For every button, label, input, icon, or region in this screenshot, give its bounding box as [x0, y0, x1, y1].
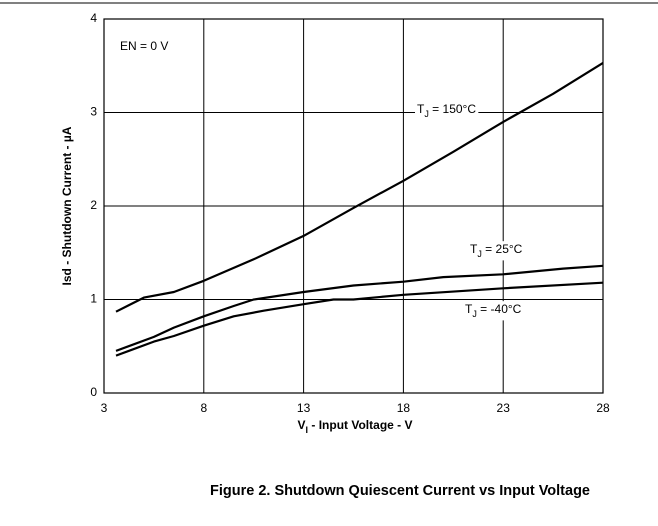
y-tick-label: 1	[90, 292, 97, 306]
y-tick-label: 2	[90, 198, 97, 212]
x-tick-label: 8	[200, 401, 207, 415]
y-tick-label: 4	[90, 11, 97, 25]
caption: Figure 2. Shutdown Quiescent Current vs …	[210, 483, 590, 499]
plot-frame	[103, 18, 604, 394]
annotation: EN = 0 V	[120, 39, 168, 53]
line-series	[115, 61, 604, 313]
label-background	[415, 101, 479, 121]
x-axis-label: VI - Input Voltage - V	[298, 418, 413, 435]
x-tick-label: 13	[297, 401, 311, 415]
line-series	[115, 281, 604, 357]
x-tick-label: 18	[397, 401, 411, 415]
y-axis-label: Isd - Shutdown Current - µA	[60, 126, 74, 285]
label-background	[463, 301, 524, 321]
series-label: TJ = 150°C	[417, 102, 476, 119]
series-label: TJ = -40°C	[465, 302, 522, 319]
x-tick-label: 3	[101, 401, 108, 415]
y-tick-label: 0	[90, 385, 97, 399]
series-label: TJ = 25°C	[470, 242, 523, 259]
line-series	[115, 264, 604, 352]
x-tick-label: 23	[497, 401, 511, 415]
y-tick-label: 3	[90, 105, 97, 119]
x-tick-label: 28	[596, 401, 610, 415]
label-background	[468, 241, 525, 261]
